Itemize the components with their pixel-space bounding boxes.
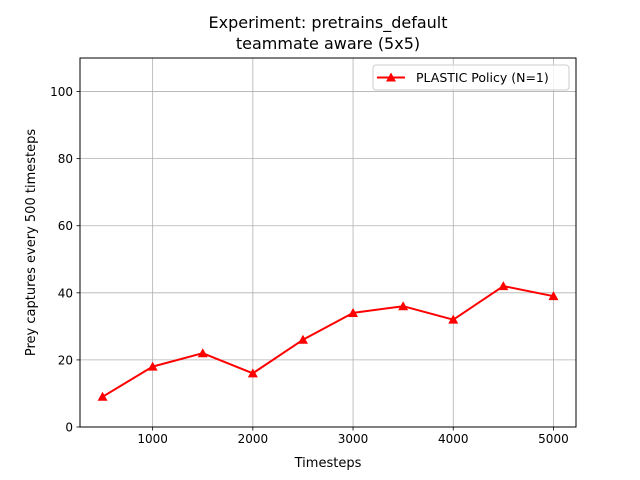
x-tick-label: 4000 xyxy=(438,432,469,446)
x-axis-label: Timesteps xyxy=(294,456,362,471)
legend-marker-swatch xyxy=(386,72,396,82)
series-line xyxy=(101,285,554,398)
y-tick-label: 0 xyxy=(65,421,73,435)
data-point-marker xyxy=(97,391,108,401)
series-layer xyxy=(97,281,559,401)
y-tick-label: 100 xyxy=(50,85,73,99)
legend-label: PLASTIC Policy (N=1) xyxy=(416,70,549,85)
y-tick-label: 60 xyxy=(58,219,73,233)
data-point-marker xyxy=(297,334,308,344)
legend: PLASTIC Policy (N=1) xyxy=(372,64,570,91)
data-point-marker xyxy=(448,314,459,324)
y-tick-label: 20 xyxy=(58,353,73,367)
y-tick-label: 80 xyxy=(58,152,73,166)
x-tick-label: 3000 xyxy=(338,432,369,446)
chart-title-line1: Experiment: pretrains_default xyxy=(208,13,447,33)
axis-ticks: 1000 2000 3000 4000 5000 0 20 40 60 80 100 xyxy=(50,85,569,446)
plot-area-frame xyxy=(79,57,577,428)
legend-box xyxy=(372,64,570,91)
y-tick-label: 40 xyxy=(58,286,73,300)
x-tick-label: 2000 xyxy=(238,432,269,446)
y-axis-label: Prey captures every 500 timesteps xyxy=(24,129,39,356)
data-point-marker xyxy=(348,307,359,317)
data-point-marker xyxy=(247,368,258,378)
data-point-marker xyxy=(147,361,158,371)
grid-lines xyxy=(80,58,576,428)
x-tick-label: 1000 xyxy=(137,432,168,446)
x-tick-label: 5000 xyxy=(538,432,569,446)
data-point-marker xyxy=(398,301,409,311)
data-point-marker xyxy=(548,291,559,301)
chart-title-line2: teammate aware (5x5) xyxy=(236,34,420,53)
data-point-marker xyxy=(197,348,208,358)
data-point-marker xyxy=(498,281,509,291)
